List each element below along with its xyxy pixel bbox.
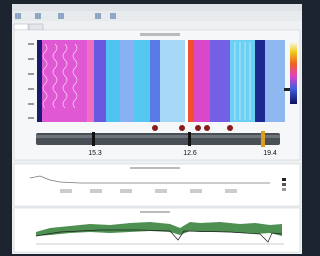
- colorbar-pointer: [284, 88, 290, 91]
- tool-button[interactable]: [110, 13, 116, 19]
- colorbar: [290, 42, 297, 104]
- tab[interactable]: [29, 24, 43, 30]
- pipe-label: 15.3: [88, 150, 102, 157]
- panel-title: [130, 167, 180, 169]
- tool-button[interactable]: [35, 13, 41, 19]
- pipe-label: 12.6: [183, 150, 197, 157]
- pipe-highlight: [36, 135, 280, 138]
- pipe-valve: [261, 131, 265, 147]
- panel-title: [140, 211, 170, 213]
- defect[interactable]: [227, 125, 233, 131]
- pipe: [36, 133, 280, 145]
- screenshot: 15.3 12.6 19.4: [0, 0, 314, 256]
- page: 15.3 12.6 19.4 (() => { const data = JSO…: [0, 0, 314, 256]
- defect[interactable]: [179, 125, 185, 131]
- pipe-label: 19.4: [263, 150, 277, 157]
- tool-button[interactable]: [58, 13, 64, 19]
- defect[interactable]: [152, 125, 158, 131]
- toolbar: [12, 11, 302, 21]
- tab[interactable]: [14, 24, 28, 30]
- map-title: [140, 33, 180, 36]
- menu-bar: [12, 4, 302, 11]
- tool-button[interactable]: [15, 13, 21, 19]
- tool-button[interactable]: [95, 13, 101, 19]
- legend: [282, 178, 286, 191]
- defect[interactable]: [204, 125, 210, 131]
- defect[interactable]: [195, 125, 201, 131]
- heatmap: [37, 40, 285, 122]
- profile-panel: [14, 164, 300, 206]
